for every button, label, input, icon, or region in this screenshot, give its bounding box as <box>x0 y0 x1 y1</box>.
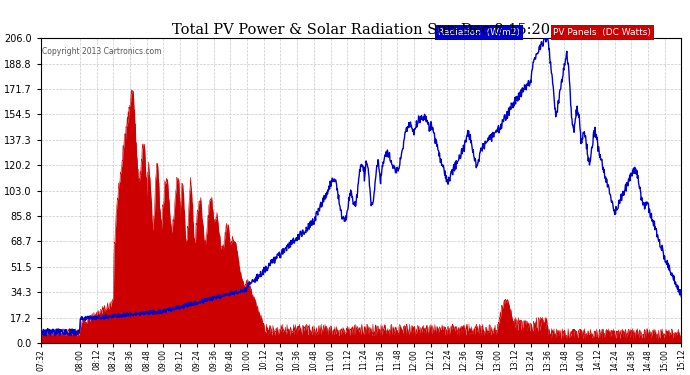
Text: Copyright 2013 Cartronics.com: Copyright 2013 Cartronics.com <box>42 47 161 56</box>
Text: Radiation  (W/m2): Radiation (W/m2) <box>438 28 520 37</box>
Title: Total PV Power & Solar Radiation Sun Dec 8 15:20: Total PV Power & Solar Radiation Sun Dec… <box>172 23 550 37</box>
Text: PV Panels  (DC Watts): PV Panels (DC Watts) <box>553 28 651 37</box>
